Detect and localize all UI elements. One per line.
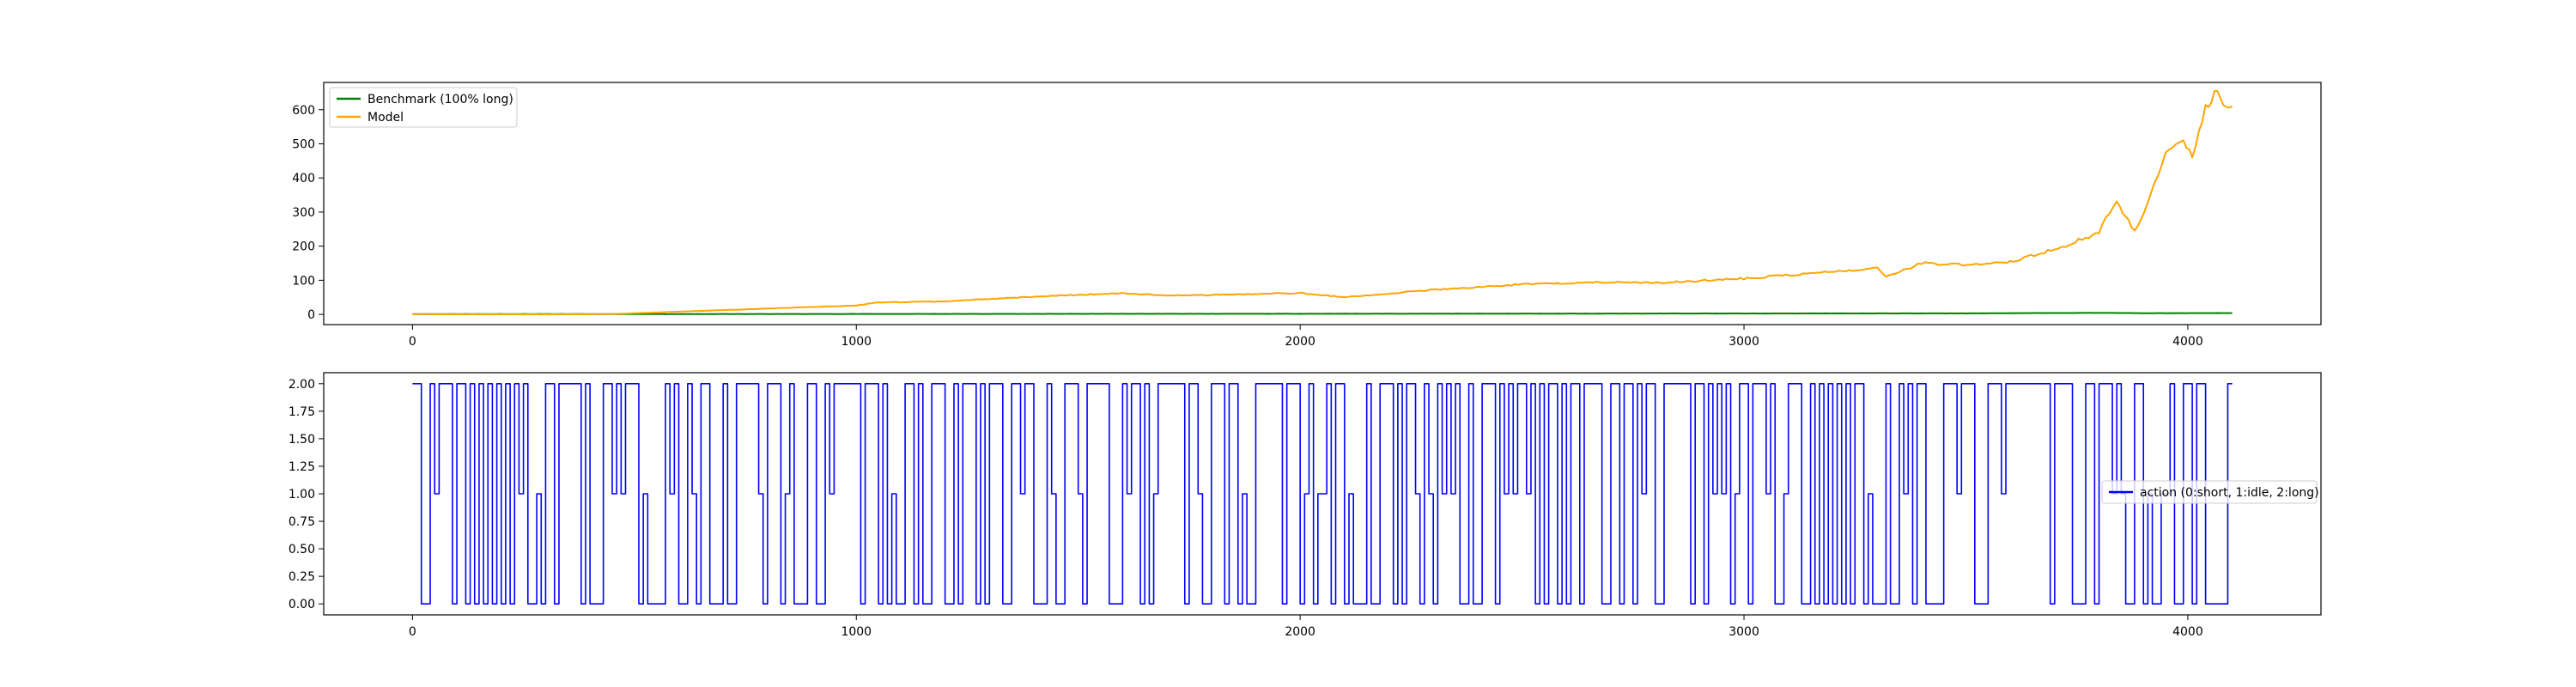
action-y-tick-label: 1.75 — [289, 405, 315, 419]
axes-action: 0 1000 2000 3000 4000 0.00 0.25 0.50 0.75 1.00 1.… — [289, 372, 2322, 639]
equity-legend: Benchmark (100% long) Model — [329, 87, 518, 128]
action-y-tick-label: 2.00 — [289, 378, 315, 392]
action-x-tick-label: 1000 — [841, 625, 872, 639]
action-y-tick-label: 0.00 — [289, 598, 315, 611]
equity-legend-box — [329, 87, 518, 128]
action-x-ticks: 0 1000 2000 3000 4000 — [409, 615, 2203, 639]
equity-x-tick-label: 2000 — [1285, 335, 1315, 349]
equity-y-ticks: 0 100 200 300 400 500 600 — [292, 104, 324, 322]
equity-y-tick-label: 500 — [292, 137, 315, 151]
equity-y-tick-label: 300 — [292, 206, 315, 220]
axes-equity: 0 1000 2000 3000 4000 0 100 200 300 400 500 600 Be… — [292, 82, 2322, 349]
series-line-benchmark-100-long — [412, 312, 2233, 315]
legend-model-label: Model — [368, 111, 404, 125]
axes-equity-frame — [323, 82, 2322, 325]
action-y-tick-label: 0.75 — [289, 515, 315, 529]
action-y-ticks: 0.00 0.25 0.50 0.75 1.00 1.25 1.50 1.75 2.00 — [289, 378, 324, 611]
equity-y-tick-label: 100 — [292, 274, 315, 288]
equity-y-tick-label: 200 — [292, 240, 315, 254]
equity-y-tick-label: 400 — [292, 172, 315, 185]
action-y-tick-label: 0.50 — [289, 543, 315, 556]
equity-x-tick-label: 3000 — [1728, 335, 1759, 349]
equity-x-tick-label: 0 — [409, 335, 416, 349]
series-line-action-0-short-1-idle-2-long — [412, 383, 2233, 605]
equity-x-tick-label: 1000 — [841, 335, 872, 349]
equity-x-ticks: 0 1000 2000 3000 4000 — [409, 325, 2203, 349]
action-lines — [412, 383, 2233, 605]
action-x-tick-label: 3000 — [1728, 625, 1759, 639]
action-x-tick-label: 0 — [409, 625, 416, 639]
equity-y-tick-label: 0 — [307, 308, 315, 322]
action-y-tick-label: 1.00 — [289, 488, 315, 502]
action-legend-box — [2101, 480, 2318, 504]
action-x-tick-label: 2000 — [1285, 625, 1315, 639]
action-x-tick-label: 4000 — [2172, 625, 2203, 639]
legend-action-label: action (0:short, 1:idle, 2:long) — [2140, 486, 2319, 500]
series-line-model — [412, 89, 2233, 316]
action-y-tick-label: 1.50 — [289, 433, 315, 447]
action-legend: action (0:short, 1:idle, 2:long) — [2101, 480, 2319, 504]
action-y-tick-label: 1.25 — [289, 460, 315, 474]
action-y-tick-label: 0.25 — [289, 570, 315, 584]
equity-y-tick-label: 600 — [292, 104, 315, 118]
equity-x-tick-label: 4000 — [2172, 335, 2203, 349]
legend-benchmark-label: Benchmark (100% long) — [368, 93, 513, 106]
equity-lines — [412, 89, 2233, 316]
